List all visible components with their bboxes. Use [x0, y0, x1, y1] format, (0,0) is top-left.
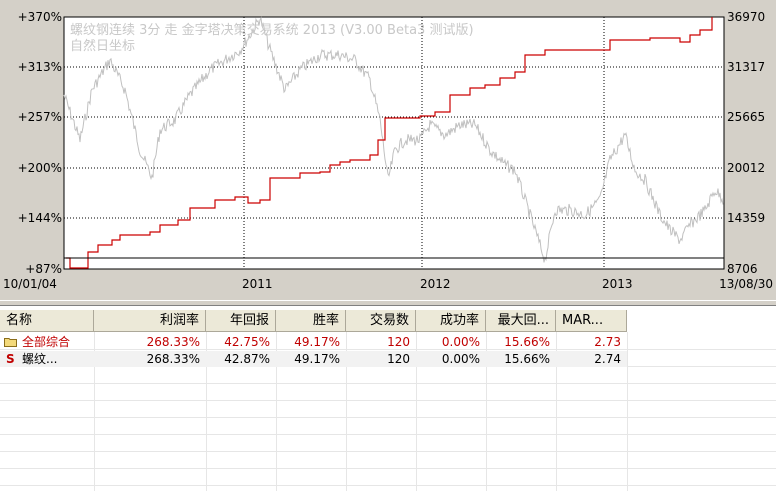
right-axis-label: 31317: [727, 60, 765, 74]
results-table: [0, 306, 776, 491]
row-divider: [0, 485, 776, 486]
col-divider: [416, 332, 417, 491]
watermark-title: 螺纹钢连续 3分 走 金字塔决策交易系统 2013 (V3.00 Beta3 测…: [70, 22, 474, 38]
row-success: 0.00%: [441, 335, 480, 349]
left-axis-label: +144%: [18, 211, 62, 225]
year-label: 2013: [602, 277, 633, 291]
col-header-mar[interactable]: MAR...: [556, 310, 627, 332]
watermark-subtitle: 自然日坐标: [70, 38, 135, 54]
left-axis-label: +87%: [25, 262, 62, 276]
row-drawdown: 15.66%: [504, 335, 550, 349]
right-axis-label: 14359: [727, 211, 765, 225]
col-divider: [627, 332, 628, 491]
x-start-label: 10/01/04: [3, 277, 57, 291]
left-axis-label: +370%: [18, 10, 62, 24]
row-divider: [0, 451, 776, 452]
col-divider: [206, 332, 207, 491]
col-header-trades[interactable]: 交易数: [346, 310, 416, 332]
right-axis-label: 20012: [727, 161, 765, 175]
row-success: 0.00%: [441, 352, 480, 366]
col-header-winrate[interactable]: 胜率: [276, 310, 346, 332]
row-mar: 2.73: [594, 335, 621, 349]
col-header-name[interactable]: 名称: [0, 310, 94, 332]
row-profit: 268.33%: [146, 352, 200, 366]
equity-line: [66, 17, 713, 269]
row-divider: [0, 383, 776, 384]
row-name: 全部综合: [22, 335, 71, 349]
col-divider: [556, 332, 557, 491]
year-label: 2011: [242, 277, 273, 291]
col-divider: [94, 332, 95, 491]
row-divider: [0, 417, 776, 418]
right-axis-label: 8706: [727, 262, 758, 276]
col-header-success[interactable]: 成功率: [416, 310, 486, 332]
folder-icon: [4, 338, 17, 347]
table-row[interactable]: S 螺纹... 268.33% 42.87% 49.17% 120 0.00% …: [0, 351, 627, 367]
row-winrate: 49.17%: [294, 335, 340, 349]
x-end-label: 13/08/30: [719, 277, 773, 291]
row-trades: 120: [387, 335, 410, 349]
row-winrate: 49.17%: [294, 352, 340, 366]
row-divider: [0, 349, 776, 350]
col-divider: [486, 332, 487, 491]
plot-area: [63, 16, 725, 270]
row-divider: [0, 468, 776, 469]
row-trades: 120: [387, 352, 410, 366]
right-axis-label: 36970: [727, 10, 765, 24]
col-header-annual[interactable]: 年回报: [206, 310, 276, 332]
row-mar: 2.74: [594, 352, 621, 366]
col-divider: [276, 332, 277, 491]
strategy-s-icon: S: [6, 352, 15, 366]
year-label: 2012: [420, 277, 451, 291]
col-divider: [346, 332, 347, 491]
row-name: 螺纹...: [22, 352, 58, 366]
right-axis-label: 25665: [727, 110, 765, 124]
left-axis-labels: +370% +313% +257% +200% +144% +87%: [18, 10, 62, 276]
col-header-drawdown[interactable]: 最大回...: [486, 310, 556, 332]
right-axis-labels: 36970 31317 25665 20012 14359 8706: [727, 10, 765, 276]
year-labels: 2011 2012 2013: [242, 277, 633, 291]
splitter[interactable]: [0, 300, 776, 306]
left-axis-label: +200%: [18, 161, 62, 175]
row-divider: [0, 434, 776, 435]
left-axis-label: +257%: [18, 110, 62, 124]
row-drawdown: 15.66%: [504, 352, 550, 366]
row-annual: 42.75%: [224, 335, 270, 349]
row-annual: 42.87%: [224, 352, 270, 366]
grid-lines: [64, 17, 724, 269]
row-profit: 268.33%: [146, 335, 200, 349]
table-row[interactable]: 全部综合 268.33% 42.75% 49.17% 120 0.00% 15.…: [0, 334, 627, 350]
left-axis-label: +313%: [18, 60, 62, 74]
price-line: [63, 16, 724, 263]
equity-chart: 螺纹钢连续 3分 走 金字塔决策交易系统 2013 (V3.00 Beta3 测…: [3, 10, 773, 291]
col-header-profit[interactable]: 利润率: [94, 310, 206, 332]
row-divider: [0, 400, 776, 401]
